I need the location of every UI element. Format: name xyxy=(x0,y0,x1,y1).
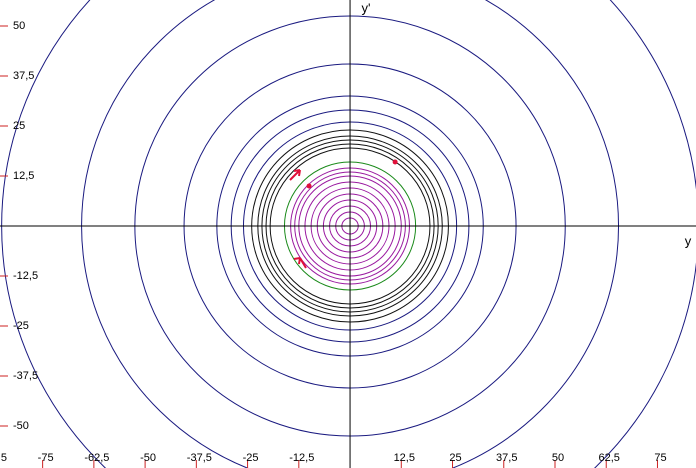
y-axis-label: y' xyxy=(362,0,371,15)
y-tick-label: 12,5 xyxy=(13,170,34,182)
x-tick-label: 50 xyxy=(552,452,564,464)
arrow xyxy=(299,257,307,269)
y-tick-label: 50 xyxy=(13,20,25,32)
x-tick-label: -12,5 xyxy=(289,452,314,464)
y-tick-label: -50 xyxy=(13,420,29,432)
y-tick-label: -25 xyxy=(13,320,29,332)
x-axis-label: y xyxy=(685,233,692,248)
x-tick-label: 75 xyxy=(654,452,666,464)
arrow xyxy=(289,169,301,181)
x-tick-label: -25 xyxy=(243,452,259,464)
x-tick-label: 25 xyxy=(449,452,461,464)
x-tick-label: -37,5 xyxy=(187,452,212,464)
x-tick-label: -62,5 xyxy=(84,452,109,464)
x-tick-label: 12,5 xyxy=(394,452,415,464)
x-tick-label: -50 xyxy=(140,452,156,464)
x-tick-label: -87,5 xyxy=(0,452,7,464)
point xyxy=(392,159,398,165)
arrow-head xyxy=(293,169,301,177)
y-tick-label: -37,5 xyxy=(13,370,38,382)
x-tick-label: -75 xyxy=(38,452,54,464)
x-tick-label: 62,5 xyxy=(599,452,620,464)
point xyxy=(306,183,312,189)
y-tick-label: 25 xyxy=(13,120,25,132)
y-tick-label: -12,5 xyxy=(13,270,38,282)
arrow-head xyxy=(293,257,301,265)
y-tick-label: 37,5 xyxy=(13,70,34,82)
x-tick-label: 37,5 xyxy=(496,452,517,464)
